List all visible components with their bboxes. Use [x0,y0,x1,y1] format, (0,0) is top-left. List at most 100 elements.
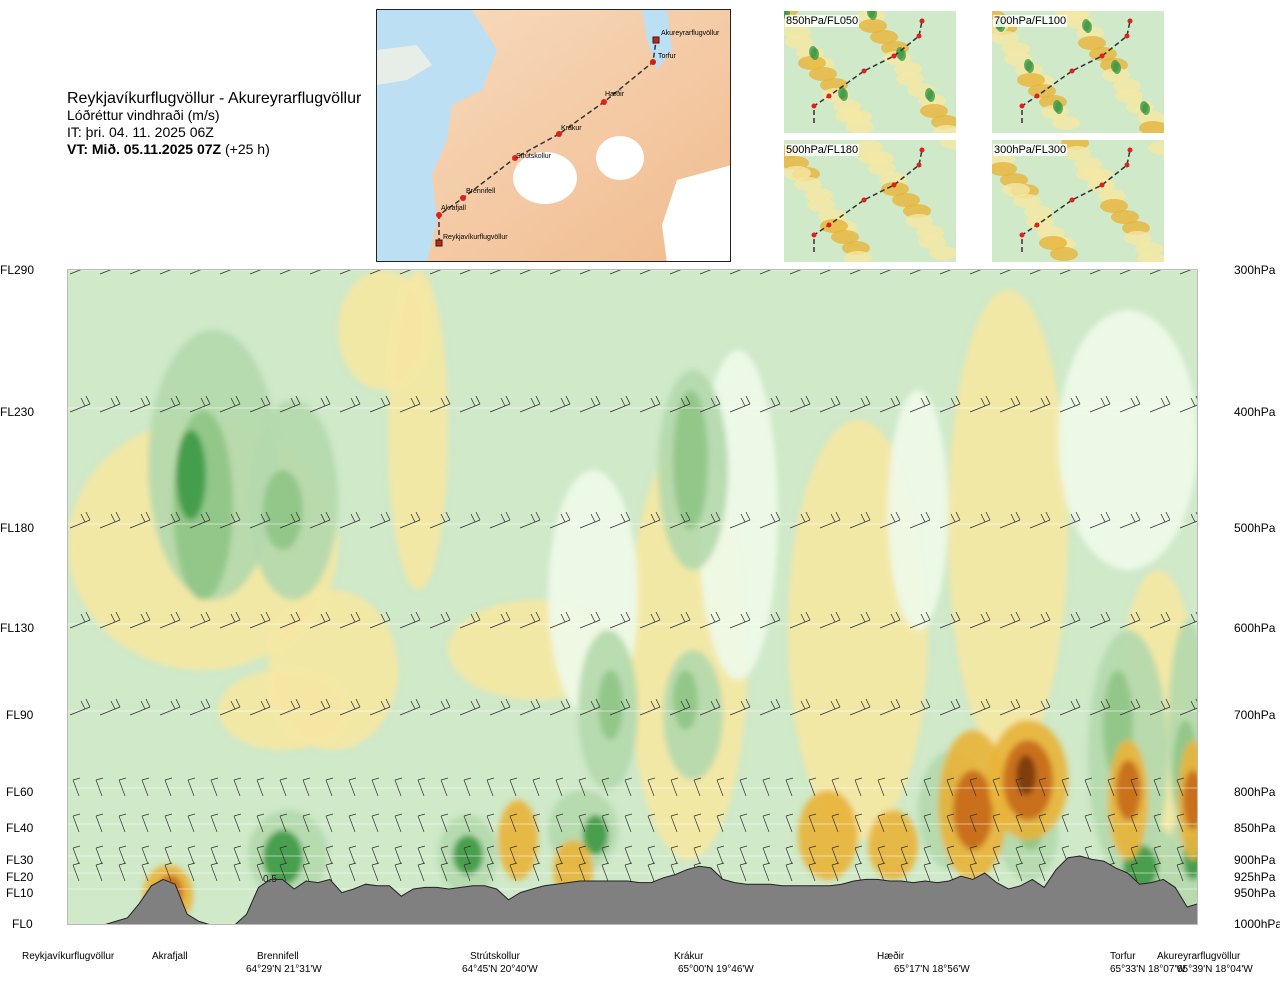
wind-barb [555,862,564,882]
wind-barb [808,845,817,865]
wind-barb [647,845,656,865]
wind-barb [459,395,481,413]
mini-field [857,150,885,164]
wind-barb [399,611,421,629]
x-station-reykjavik: Reykjavíkurflugvöllur [22,951,115,962]
mini-field [785,35,813,49]
wind-barb [877,862,886,882]
mini-field [1050,247,1078,261]
wind-barb [279,395,301,413]
mini-waypoint [891,53,897,59]
wind-barb [369,698,391,716]
wind-barb [95,777,104,797]
mini-field [898,49,906,61]
wind-barb [141,813,150,833]
wind-barb [210,777,219,797]
y-tick-400hpa: 400hPa [1234,405,1276,419]
wind-barb [519,395,541,413]
wind-barb [348,777,357,797]
wind-barb [699,698,721,716]
wind-barb [647,813,656,833]
y-tick-fl230: FL230 [0,405,35,419]
wind-barb [463,813,472,833]
wind-barb [309,511,331,529]
wind-barb [1153,813,1162,833]
wind-barb [729,511,751,529]
valid-time-main: VT: Mið. 05.11.2025 07Z [67,141,222,157]
mini-field [1026,215,1054,229]
wind-barb [639,395,661,413]
wind-barb [394,813,403,833]
mini-map-500: 500hPa/FL180 [784,140,956,262]
wind-barb [1179,511,1197,529]
wind-barb [249,698,271,716]
wind-barb [69,611,91,629]
mini-field [992,162,1017,176]
wind-barb [369,611,391,629]
wind-barb [670,813,679,833]
wind-barb [609,698,631,716]
wind-barb [699,270,712,275]
waypoint-akureyri-marker [652,36,660,44]
wind-barb [519,611,541,629]
y-tick-600hpa: 600hPa [1234,621,1276,635]
vv-cell [798,790,858,880]
waypoint-strutskollur-marker [512,155,518,161]
wind-barb [555,813,564,833]
mini-waypoint [811,103,817,109]
wind-barb [1029,511,1051,529]
vv-cell [498,800,538,880]
y-tick-fl290: FL290 [0,263,35,277]
mini-waypoint [1099,182,1105,188]
mini-field [1026,61,1034,73]
wind-barb [1089,270,1102,275]
wind-barb [249,395,271,413]
wind-barb [699,395,721,413]
wind-barb [189,611,211,629]
wind-barb [808,813,817,833]
wind-barb [849,270,862,275]
wind-barb [759,611,781,629]
wind-barb [118,845,127,865]
wind-barb [249,511,271,529]
mini-field [1076,167,1104,181]
mini-field [820,219,848,233]
wind-barb [909,611,931,629]
wind-barb [854,777,863,797]
wind-barb [339,395,361,413]
wind-barb [1038,813,1047,833]
y-tick-fl180: FL180 [0,521,35,535]
wind-barb [639,511,661,529]
wind-barb [808,862,817,882]
wind-barb [909,395,931,413]
wind-barb [159,270,172,275]
wind-barb [249,611,271,629]
wind-barb [309,698,331,716]
wind-barb [729,395,751,413]
wind-barb [164,777,173,797]
wind-barb [440,777,449,797]
wind-barb [1038,862,1047,882]
y-tick-fl130: FL130 [0,621,35,635]
wind-barb [256,862,265,882]
wind-barb [877,845,886,865]
mini-field [844,251,872,262]
wind-barb [1089,698,1111,716]
wind-barb [72,845,81,865]
wind-barb [129,270,142,275]
wind-barb [789,611,811,629]
wind-barb [849,395,871,413]
wind-barb [348,845,357,865]
mini-waypoint [1127,18,1133,24]
mini-map-300: 300hPa/FL300 [992,140,1164,262]
wind-barb [877,777,886,797]
y-tick-fl0: FL0 [12,917,33,931]
mini-field [940,140,956,149]
wind-barb [609,611,631,629]
wind-barb [669,511,691,529]
mini-waypoint [1124,33,1130,39]
wind-barb [309,611,331,629]
wind-barb [716,777,725,797]
wind-barb [969,777,978,797]
wind-barb [95,862,104,882]
